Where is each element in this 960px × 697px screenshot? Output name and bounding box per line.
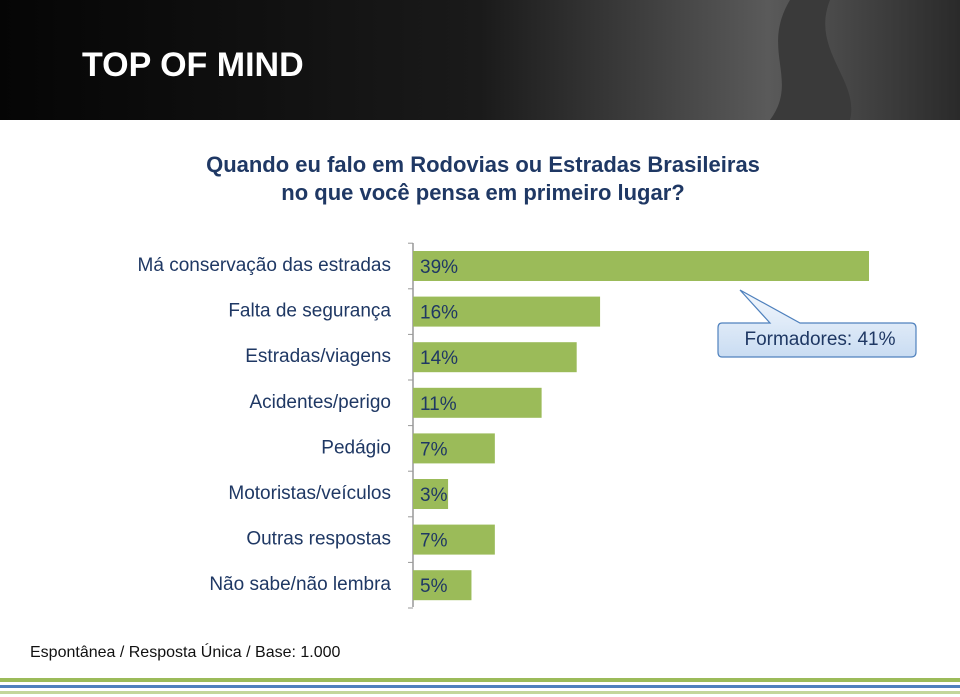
chart-title: no que você pensa em primeiro lugar? [281, 180, 684, 205]
stripe [0, 678, 960, 682]
category-label: Não sabe/não lembra [209, 574, 391, 595]
bar [413, 387, 542, 418]
value-label: 14% [420, 348, 458, 369]
category-label: Estradas/viagens [245, 346, 391, 367]
bar [413, 570, 472, 601]
value-label: 16% [420, 303, 458, 324]
annotation: Formadores: 41% [744, 329, 895, 350]
bar [413, 296, 601, 327]
bar [413, 251, 869, 281]
value-label: 39% [420, 257, 458, 278]
bar [413, 433, 495, 464]
value-label: 11% [420, 394, 457, 415]
value-label: 3% [420, 485, 448, 506]
callout [717, 289, 917, 358]
category-label: Acidentes/perigo [249, 392, 391, 413]
bar [413, 479, 449, 509]
footnote: Espontânea / Resposta Única / Base: 1.00… [30, 642, 341, 661]
value-label: 7% [420, 439, 448, 460]
value-label: 7% [420, 531, 448, 552]
category-label: Má conservação das estradas [138, 255, 391, 276]
chart-title: Quando eu falo em Rodovias ou Estradas B… [206, 152, 760, 177]
category-label: Pedágio [321, 437, 391, 458]
stripe [0, 685, 960, 688]
category-label: Motoristas/veículos [228, 483, 391, 504]
value-label: 5% [420, 576, 448, 597]
category-label: Falta de segurança [228, 301, 391, 322]
bar [413, 524, 495, 555]
road [770, 0, 852, 120]
stripe [0, 691, 960, 694]
category-label: Outras respostas [246, 529, 391, 550]
header-title: TOP OF MIND [82, 46, 304, 84]
bar [413, 342, 577, 373]
